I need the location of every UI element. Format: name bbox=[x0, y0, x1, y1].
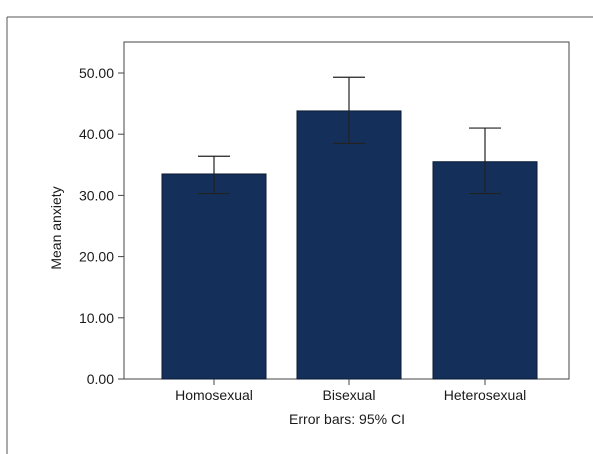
error-bars bbox=[198, 76, 501, 195]
bar bbox=[161, 173, 267, 380]
bars bbox=[161, 110, 538, 380]
y-tick-label: 10.00 bbox=[79, 310, 114, 326]
y-tick-label: 20.00 bbox=[79, 249, 114, 265]
x-axis: Homosexual Bisexual Heterosexual bbox=[175, 379, 526, 403]
y-tick-label: 30.00 bbox=[79, 187, 114, 203]
y-tick-label: 50.00 bbox=[79, 65, 114, 81]
y-tick-label: 40.00 bbox=[79, 126, 114, 142]
y-axis: 0.00 10.00 20.00 30.00 40.00 50.00 bbox=[79, 65, 124, 387]
y-tick-label: 0.00 bbox=[87, 371, 114, 387]
bar bbox=[432, 161, 538, 380]
y-axis-title: Mean anxiety bbox=[48, 186, 64, 269]
bar bbox=[296, 110, 402, 380]
x-tick-label: Homosexual bbox=[175, 387, 253, 403]
x-tick-label: Heterosexual bbox=[444, 387, 527, 403]
x-tick-label: Bisexual bbox=[323, 387, 376, 403]
chart-caption: Error bars: 95% CI bbox=[289, 411, 405, 427]
